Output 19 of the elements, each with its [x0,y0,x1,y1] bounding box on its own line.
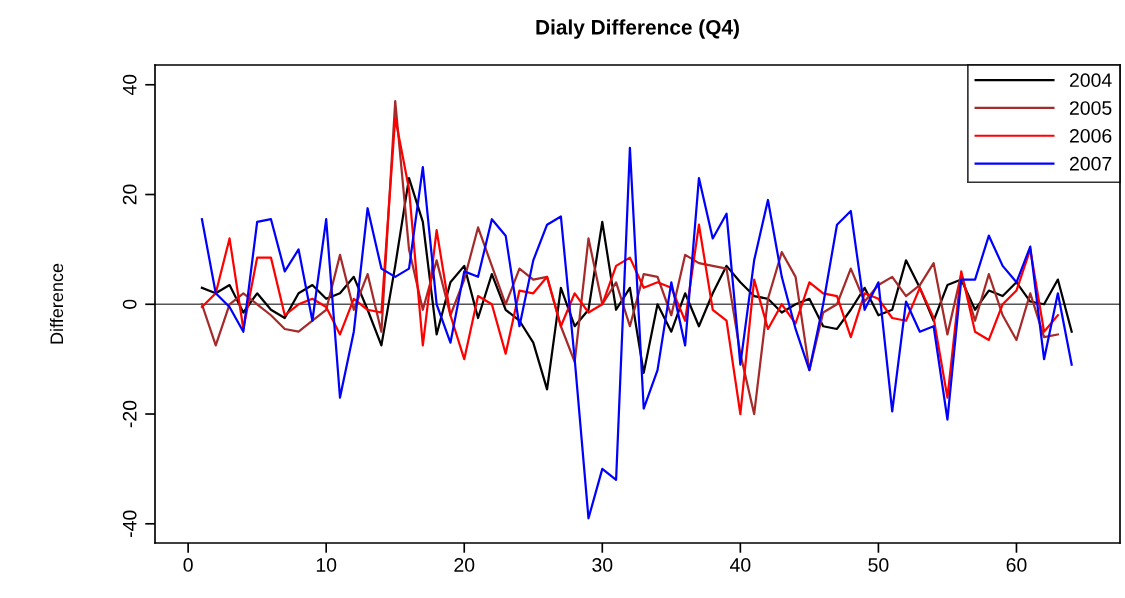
legend-label: 2004 [1069,73,1112,88]
y-tick-label: 0 [122,299,137,309]
legend-label: 2005 [1069,101,1112,115]
x-tick-label: 30 [592,558,613,572]
legend-label: 2006 [1069,128,1112,143]
chart-title: Dialy Difference (Q4) [536,19,739,39]
x-tick-label: 0 [183,558,193,572]
x-tick-label: 50 [868,558,889,572]
y-tick-label: 40 [122,74,137,96]
y-tick-label: -40 [122,510,137,537]
x-tick-label: 20 [454,558,475,572]
y-tick-label: 20 [122,184,137,205]
line-series [200,176,1073,391]
y-tick-label: -20 [122,400,137,428]
y-axis-title: Difference [49,263,64,344]
x-tick-label: 40 [729,558,751,572]
legend-label: 2007 [1069,156,1112,171]
x-tick-label: 60 [1006,558,1027,572]
x-tick-label: 10 [316,558,337,572]
